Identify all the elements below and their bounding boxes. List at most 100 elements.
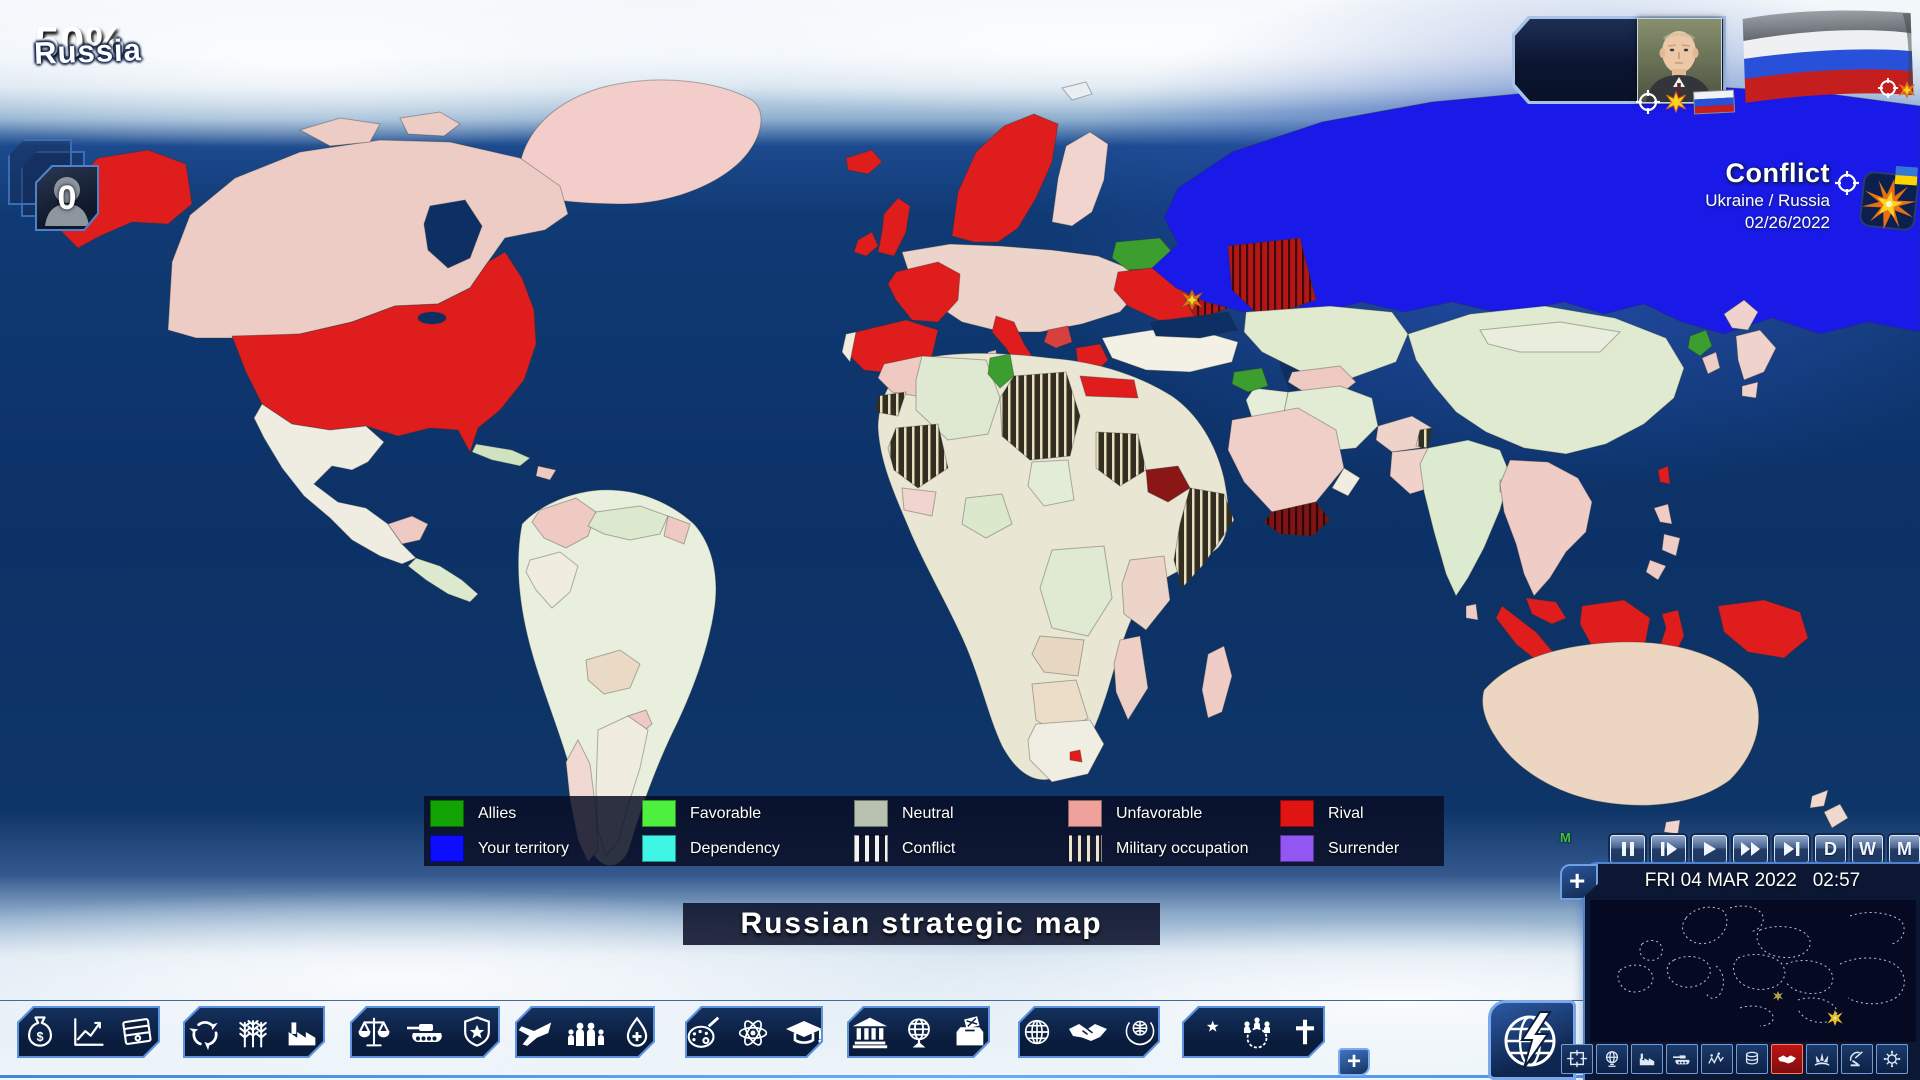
- airplane-icon[interactable]: [513, 1010, 555, 1054]
- target-icon[interactable]: [1878, 78, 1898, 98]
- country-australia: [1482, 641, 1760, 806]
- conflict-event-icon[interactable]: [1858, 164, 1920, 234]
- people-globe-icon[interactable]: [1235, 1010, 1279, 1054]
- step-forward-button[interactable]: [1651, 835, 1686, 863]
- toolbar-group-resources[interactable]: [183, 1006, 325, 1058]
- map-title-banner: Russian strategic map: [683, 903, 1160, 945]
- country-taiwan: [1657, 465, 1671, 485]
- shield-star-icon[interactable]: [457, 1010, 497, 1054]
- pause-button[interactable]: [1610, 835, 1645, 863]
- family-icon[interactable]: [563, 1010, 609, 1054]
- cross-icon[interactable]: [1287, 1010, 1323, 1054]
- pandemic-button[interactable]: [1876, 1044, 1908, 1074]
- minimap-panel[interactable]: FRI 04 MAR 2022 02:57: [1583, 862, 1920, 1080]
- toolbar-group-foreign-affairs[interactable]: [1018, 1006, 1160, 1058]
- country-greenland: [517, 79, 762, 205]
- wheat-icon[interactable]: [233, 1010, 273, 1054]
- legend-label: Rival: [1328, 804, 1364, 822]
- toolbar-group-state-defense[interactable]: [350, 1006, 500, 1058]
- country-yemen: [1263, 501, 1331, 537]
- industry-button[interactable]: [1631, 1044, 1663, 1074]
- globe-button[interactable]: [1596, 1044, 1628, 1074]
- speed-week-button[interactable]: W: [1852, 835, 1883, 863]
- legend-item: Rival: [1280, 800, 1450, 827]
- region-north-america[interactable]: [61, 79, 762, 603]
- banknotes-icon[interactable]: [116, 1010, 158, 1054]
- scales-icon[interactable]: [353, 1010, 395, 1054]
- conflict-parties: Ukraine / Russia: [1705, 191, 1830, 210]
- crescent-star-icon[interactable]: [1185, 1010, 1227, 1054]
- unrest-button[interactable]: [1701, 1044, 1733, 1074]
- legend-item: Neutral: [854, 800, 1068, 827]
- handshake-icon[interactable]: [1065, 1010, 1111, 1054]
- atom-icon[interactable]: [732, 1010, 774, 1054]
- minimap-viewport[interactable]: [1590, 900, 1916, 1042]
- tank-icon[interactable]: [403, 1010, 449, 1054]
- droplet-cross-icon[interactable]: [617, 1010, 657, 1054]
- country-cuba: [471, 443, 531, 467]
- legend-label: Military occupation: [1116, 839, 1249, 857]
- region-oceania[interactable]: [1482, 641, 1849, 835]
- legend-label: Surrender: [1328, 839, 1400, 857]
- conflict-panel[interactable]: Conflict Ukraine / Russia 02/26/2022: [1640, 158, 1830, 233]
- toolbar-group-transport-society-health[interactable]: [515, 1006, 655, 1058]
- country-syria: [1231, 367, 1269, 393]
- toolbar-group-economy[interactable]: $: [17, 1006, 160, 1058]
- legend-label: Conflict: [902, 839, 956, 857]
- money-bag-icon[interactable]: $: [20, 1010, 60, 1054]
- toolbar-expand-button[interactable]: +: [1338, 1048, 1370, 1076]
- region-africa[interactable]: [875, 352, 1235, 783]
- supplies-button[interactable]: [1736, 1044, 1768, 1074]
- palette-icon[interactable]: [682, 1010, 724, 1054]
- globe-network-icon[interactable]: [1017, 1010, 1057, 1054]
- country-name: Russia: [33, 32, 143, 71]
- map-legend: Allies Favorable Neutral Unfavorable Rival Yo…: [424, 796, 1444, 866]
- legend-item: Allies: [430, 800, 642, 827]
- speed-month-button[interactable]: M: [1889, 835, 1920, 863]
- conflict-date: 02/26/2022: [1744, 213, 1830, 232]
- recycle-icon[interactable]: [185, 1010, 225, 1054]
- toolbar-group-institutions-politics[interactable]: [847, 1006, 990, 1058]
- conflict-burst-icon[interactable]: [1666, 90, 1686, 114]
- legend-swatch-your-territory: [430, 835, 464, 862]
- toolbar-group-culture-science-education[interactable]: [685, 1006, 823, 1058]
- skip-to-end-button[interactable]: [1774, 835, 1809, 863]
- toolbar-group-religion-society[interactable]: [1182, 1006, 1325, 1058]
- target-icon[interactable]: [1834, 170, 1860, 196]
- factory-icon[interactable]: [281, 1010, 323, 1054]
- country-libya: [999, 371, 1081, 461]
- missile-button[interactable]: [1841, 1044, 1873, 1074]
- citizen-counter-badge[interactable]: 0: [35, 165, 99, 231]
- russia-mini-flag: [1692, 89, 1736, 115]
- center-frame-button[interactable]: [1561, 1044, 1593, 1074]
- legend-item: Surrender: [1280, 835, 1450, 862]
- airforce-button[interactable]: [1806, 1044, 1838, 1074]
- country-plate[interactable]: [1740, 8, 1916, 106]
- legend-label: Your territory: [478, 839, 569, 857]
- speed-day-button[interactable]: D: [1815, 835, 1846, 863]
- conflict-burst-icon[interactable]: [1898, 81, 1916, 99]
- bank-icon[interactable]: [849, 1010, 891, 1054]
- leader-portrait[interactable]: [1637, 18, 1722, 103]
- graduation-cap-icon[interactable]: [782, 1010, 826, 1054]
- legend-swatch-favorable: [642, 800, 676, 827]
- country-uk: [877, 197, 911, 257]
- military-button[interactable]: [1666, 1044, 1698, 1074]
- approval-percent: 50%: [34, 18, 126, 67]
- country-somalia: [1173, 487, 1235, 589]
- legend-label: Neutral: [902, 804, 954, 822]
- playback-controls: D W M: [1610, 835, 1920, 863]
- play-button[interactable]: [1692, 835, 1727, 863]
- ballot-box-icon[interactable]: [947, 1010, 989, 1054]
- diplomacy-button[interactable]: [1771, 1044, 1803, 1074]
- legend-item: Your territory: [430, 835, 642, 862]
- fast-forward-button[interactable]: [1733, 835, 1768, 863]
- game-date: FRI 04 MAR 2022: [1644, 870, 1797, 891]
- line-chart-icon[interactable]: [68, 1010, 108, 1054]
- target-icon[interactable]: [1636, 90, 1660, 114]
- un-emblem-icon[interactable]: [1119, 1010, 1161, 1054]
- bottom-toolbar-strip: [0, 1000, 1920, 1080]
- globe-stand-icon[interactable]: [899, 1010, 939, 1054]
- map-conflict-marker: [1180, 287, 1204, 313]
- country-france: [887, 261, 961, 323]
